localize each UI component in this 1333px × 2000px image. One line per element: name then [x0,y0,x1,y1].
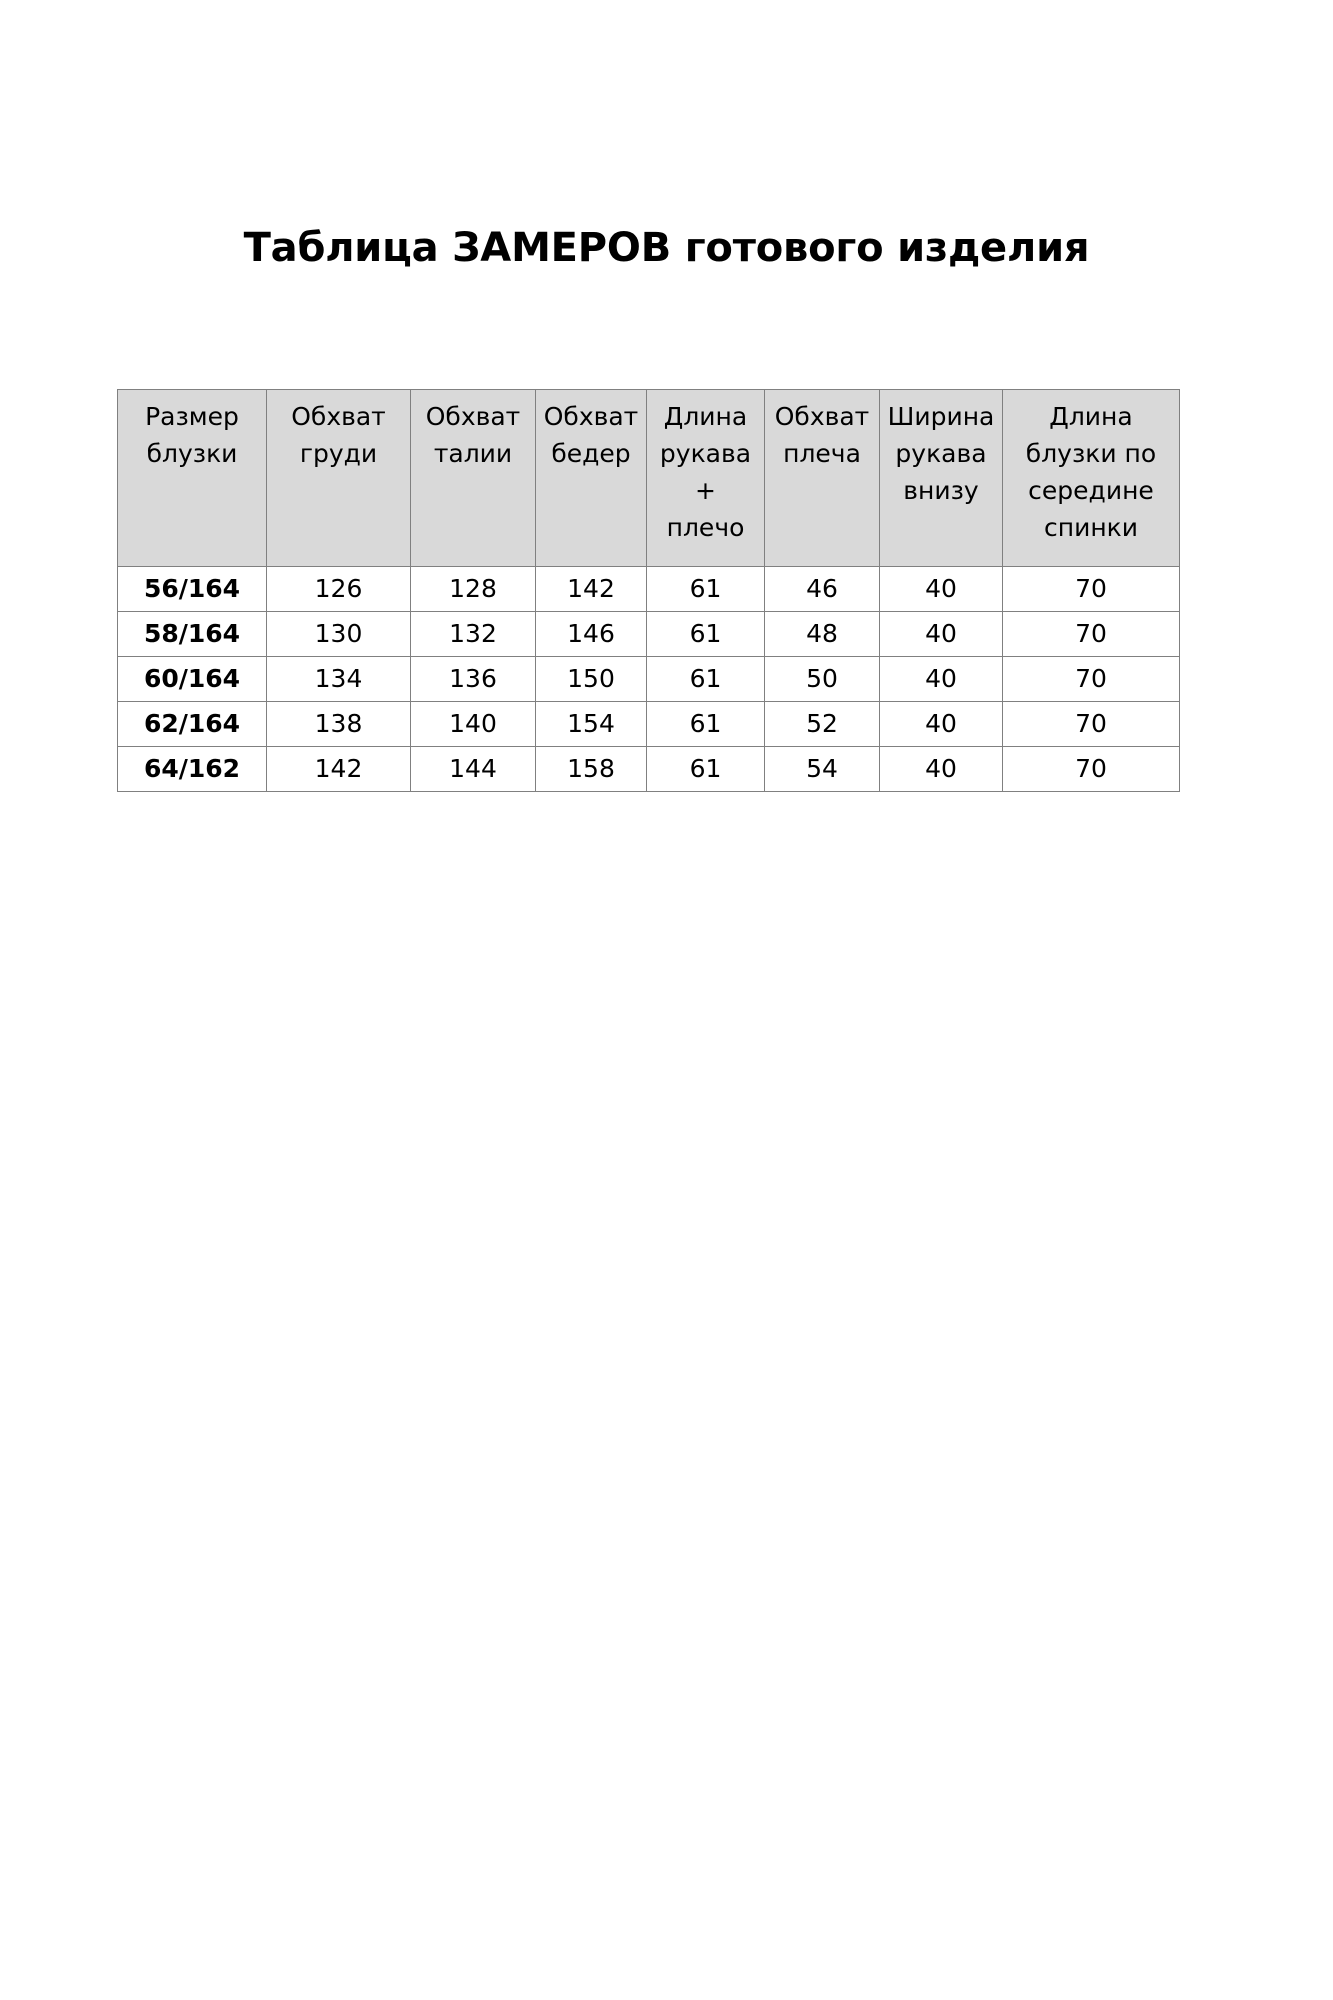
column-header-line: Обхват [543,402,639,431]
cell-upper-arm: 50 [764,656,880,702]
column-header-line: блузки по [1025,439,1157,468]
column-header-sleeve-bottom-width: Ширина рукава внизу [879,389,1003,567]
column-header-line: блузки [146,439,238,468]
column-header-hips: Обхват бедер [535,389,647,567]
cell-sleeve-shoulder-length: 61 [646,566,765,612]
cell-waist: 128 [410,566,536,612]
column-header-line: Длина [1049,402,1133,431]
cell-sleeve-shoulder-length: 61 [646,656,765,702]
cell-upper-arm: 46 [764,566,880,612]
cell-hips: 146 [535,611,647,657]
column-header-upper-arm: Обхват плеча [764,389,880,567]
column-header-back-length: Длина блузки по середине спинки [1002,389,1180,567]
cell-sleeve-shoulder-length: 61 [646,611,765,657]
cell-hips: 142 [535,566,647,612]
table-row: 62/164 138 140 154 61 52 40 70 [117,701,1180,747]
column-header-line: плечо [666,513,745,542]
cell-size: 62/164 [117,701,267,747]
column-header-line: бедер [551,439,631,468]
cell-sleeve-bottom-width: 40 [879,611,1003,657]
page-title: Таблица ЗАМЕРОВ готового изделия [243,225,1090,271]
cell-sleeve-shoulder-length: 61 [646,746,765,792]
cell-bust: 138 [266,701,411,747]
cell-waist: 144 [410,746,536,792]
cell-sleeve-bottom-width: 40 [879,746,1003,792]
cell-sleeve-bottom-width: 40 [879,701,1003,747]
cell-back-length: 70 [1002,701,1180,747]
table-row: 58/164 130 132 146 61 48 40 70 [117,611,1180,657]
cell-size: 64/162 [117,746,267,792]
column-header-line: середине [1028,476,1154,505]
column-header-sleeve-shoulder-length: Длина рукава + плечо [646,389,765,567]
column-header-waist: Обхват талии [410,389,536,567]
column-header-line: + [695,476,716,505]
cell-waist: 132 [410,611,536,657]
cell-waist: 136 [410,656,536,702]
column-header-line: спинки [1043,513,1139,542]
column-header-line: внизу [903,476,979,505]
column-header-line: Обхват [425,402,521,431]
column-header-line: Обхват [291,402,386,431]
cell-upper-arm: 54 [764,746,880,792]
column-header-size: Размер блузки [117,389,267,567]
cell-waist: 140 [410,701,536,747]
column-header-bust: Обхват груди [266,389,411,567]
cell-back-length: 70 [1002,611,1180,657]
cell-upper-arm: 48 [764,611,880,657]
cell-hips: 154 [535,701,647,747]
cell-bust: 134 [266,656,411,702]
cell-size: 60/164 [117,656,267,702]
cell-back-length: 70 [1002,566,1180,612]
column-header-line: рукава [659,439,752,468]
column-header-line: груди [299,439,378,468]
table-row: 60/164 134 136 150 61 50 40 70 [117,656,1180,702]
column-header-line: Ширина [887,402,995,431]
cell-size: 58/164 [117,611,267,657]
cell-upper-arm: 52 [764,701,880,747]
cell-back-length: 70 [1002,746,1180,792]
cell-back-length: 70 [1002,656,1180,702]
cell-sleeve-shoulder-length: 61 [646,701,765,747]
cell-bust: 142 [266,746,411,792]
cell-bust: 130 [266,611,411,657]
column-header-line: рукава [895,439,987,468]
cell-sleeve-bottom-width: 40 [879,656,1003,702]
cell-sleeve-bottom-width: 40 [879,566,1003,612]
table-row: 56/164 126 128 142 61 46 40 70 [117,566,1180,612]
cell-hips: 150 [535,656,647,702]
cell-bust: 126 [266,566,411,612]
table-header-row: Размер блузки Обхват груди Обхват талии … [117,389,1180,567]
column-header-line: талии [433,439,513,468]
column-header-line: плеча [783,439,861,468]
measurements-table: Размер блузки Обхват груди Обхват талии … [117,389,1180,792]
column-header-line: Длина [663,402,748,431]
table-row: 64/162 142 144 158 61 54 40 70 [117,746,1180,792]
cell-hips: 158 [535,746,647,792]
cell-size: 56/164 [117,566,267,612]
column-header-line: Размер [145,402,239,431]
column-header-line: Обхват [774,402,870,431]
